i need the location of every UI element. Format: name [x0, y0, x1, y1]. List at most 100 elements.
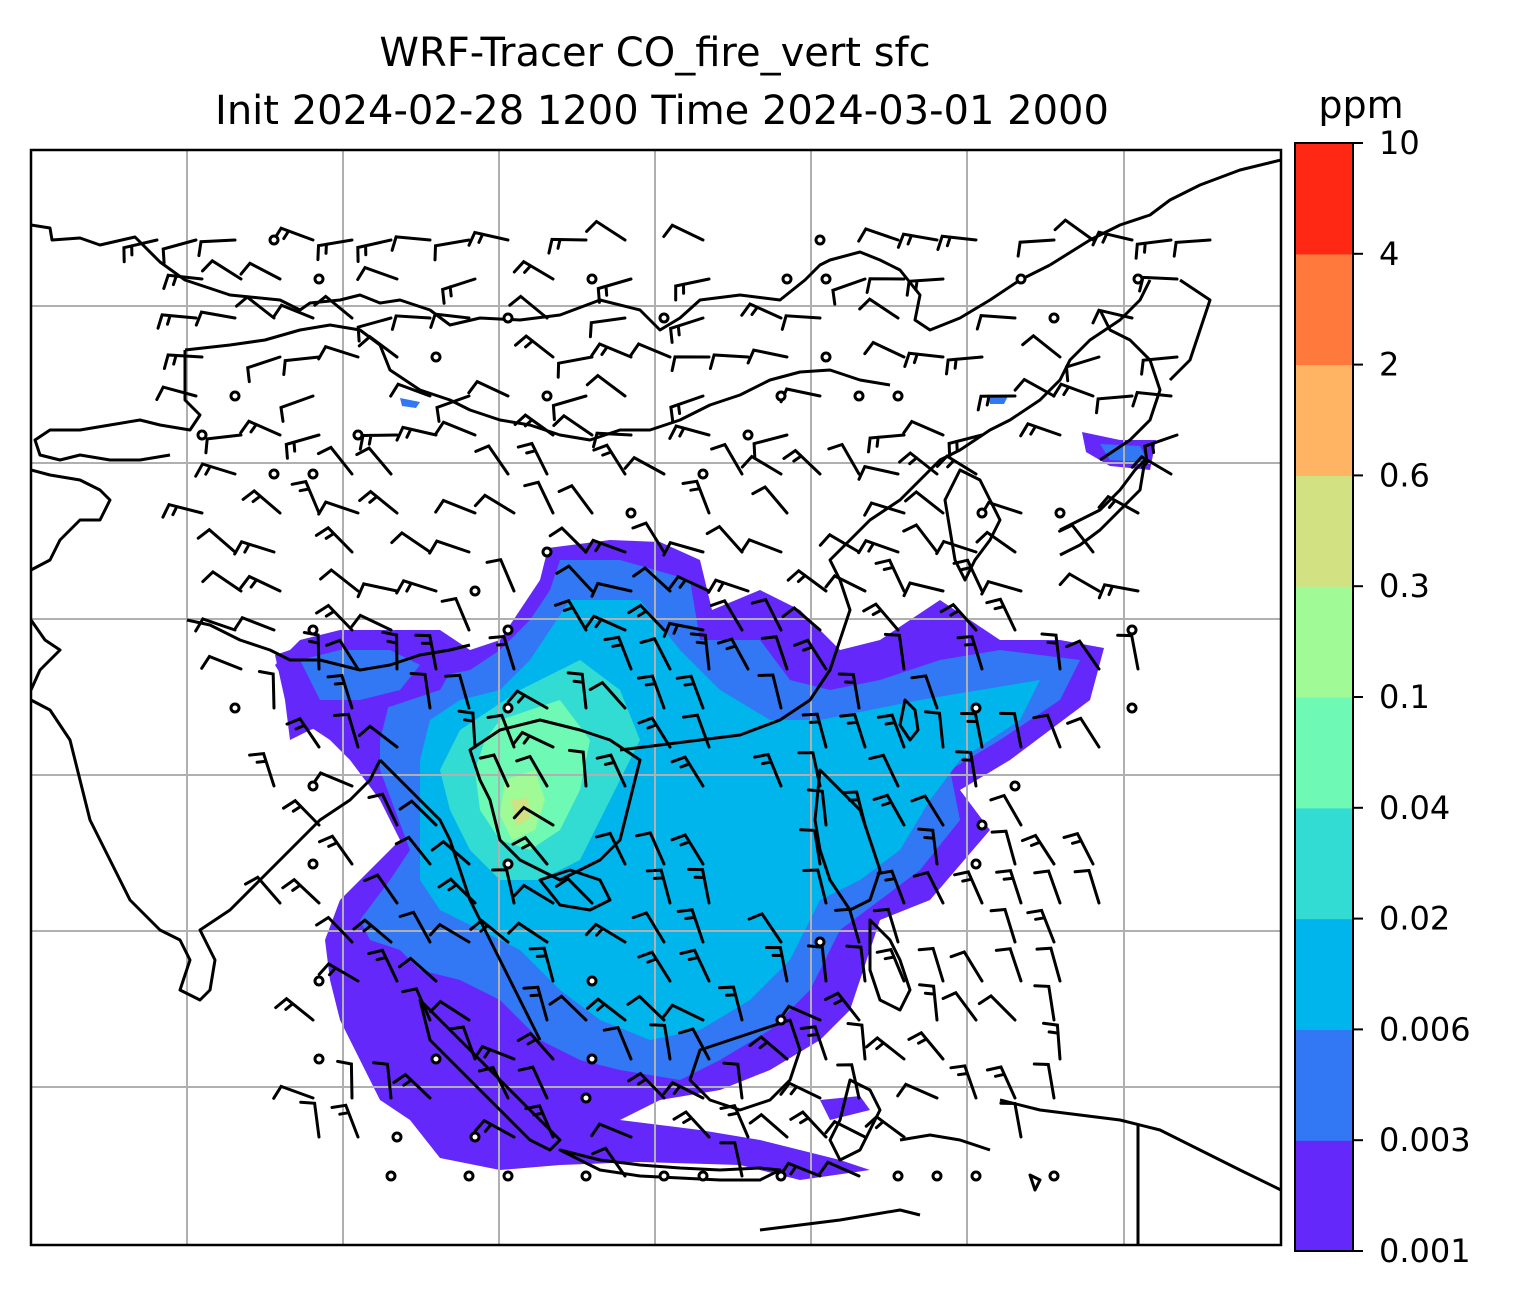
- wind-barb: [592, 443, 627, 476]
- wind-barb: [910, 674, 939, 710]
- wind-barb: [557, 483, 594, 515]
- wind-barb: [917, 827, 939, 866]
- wind-barb: [709, 598, 744, 632]
- calm-wind-marker: [781, 273, 793, 285]
- calm-wind-marker: [586, 273, 598, 285]
- wind-barb: [760, 635, 789, 671]
- wind-barb: [233, 540, 276, 556]
- wind-barb: [274, 996, 315, 1022]
- wind-barb: [824, 1119, 867, 1139]
- wind-barb: [917, 946, 945, 983]
- wind-barb: [989, 793, 1023, 827]
- wind-barb: [831, 277, 867, 306]
- wind-barb: [440, 277, 477, 305]
- wind-barb: [668, 574, 711, 593]
- wind-barb: [435, 394, 471, 423]
- wind-barb: [629, 342, 672, 359]
- calm-wind-marker: [307, 468, 319, 480]
- wind-barb: [802, 868, 828, 905]
- wind-barb: [272, 1084, 315, 1100]
- wind-barb: [395, 425, 438, 442]
- wind-barb: [1013, 377, 1056, 398]
- wind-barb: [401, 987, 432, 1022]
- wind-barb: [513, 413, 555, 437]
- calm-wind-marker: [697, 1170, 709, 1182]
- tracer-patch-small-2: [988, 396, 1008, 404]
- wind-barb: [1066, 716, 1101, 749]
- wind-barb: [1091, 230, 1134, 247]
- wind-barb: [912, 870, 945, 905]
- colorbar-segment: [1295, 807, 1353, 920]
- colorbar-tick-label: 0.006: [1379, 1010, 1471, 1048]
- wind-barb: [584, 538, 627, 554]
- wind-barb: [299, 1100, 321, 1139]
- colorbar-unit: ppm: [1318, 83, 1403, 127]
- wind-barb: [491, 868, 516, 905]
- wind-barb: [910, 794, 945, 827]
- wind-barb: [903, 351, 945, 368]
- wind-barb: [676, 908, 705, 944]
- wind-barb: [555, 564, 594, 593]
- wind-barb: [627, 603, 666, 632]
- wind-barb: [467, 379, 510, 398]
- wind-barb: [161, 238, 198, 265]
- wind-barb: [241, 488, 282, 515]
- wind-barb: [548, 994, 588, 1022]
- wind-barb: [679, 948, 711, 983]
- wind-barb: [975, 530, 1017, 554]
- wind-barb: [748, 1112, 789, 1139]
- wind-barb: [485, 557, 516, 593]
- wind-barb: [122, 238, 159, 264]
- wind-barb: [806, 944, 828, 983]
- wind-barb: [367, 792, 399, 827]
- wind-barb: [637, 950, 672, 983]
- wind-barb: [473, 1118, 516, 1139]
- wind-barb: [507, 921, 549, 944]
- wind-barb: [662, 540, 705, 557]
- wind-barb: [356, 238, 393, 263]
- calm-wind-marker: [775, 1014, 787, 1026]
- colorbar-segment: [1295, 475, 1353, 587]
- tracer-patch-small-3: [820, 1096, 870, 1120]
- calm-wind-marker: [313, 975, 325, 987]
- wind-barb: [584, 614, 627, 632]
- calm-wind-marker: [814, 234, 826, 246]
- wind-barb: [381, 630, 399, 671]
- wind-barb: [818, 532, 861, 554]
- wind-barb: [596, 277, 633, 304]
- wind-barb: [155, 385, 198, 402]
- wind-barb: [918, 983, 939, 1022]
- calm-wind-markers: [196, 234, 1144, 1182]
- wind-barb: [764, 946, 789, 983]
- colorbar: ppm 0.001 0.003 0.006 0.02 0.04 0.1 0.3 0.6 2 4 10: [1294, 83, 1471, 1270]
- wind-barb: [740, 302, 783, 320]
- wind-barb: [1097, 494, 1140, 515]
- wind-barb: [553, 598, 588, 632]
- wind-barb: [1116, 633, 1140, 671]
- wind-barb: [200, 654, 243, 671]
- wind-barb: [363, 873, 399, 905]
- wind-barb: [779, 1081, 822, 1100]
- calm-wind-marker: [580, 1170, 592, 1182]
- wind-barb: [883, 632, 906, 671]
- wind-barb: [317, 344, 360, 361]
- wind-barb: [392, 1072, 432, 1100]
- wind-barb: [1033, 984, 1056, 1022]
- wind-barb: [719, 1141, 744, 1178]
- colorbar-segment: [1295, 253, 1353, 366]
- wind-barb: [551, 394, 588, 421]
- wind-barb: [872, 907, 900, 944]
- wind-barb: [1065, 639, 1101, 671]
- wind-barb: [516, 1031, 555, 1061]
- wind-barb: [823, 991, 861, 1022]
- calm-wind-marker: [196, 429, 208, 441]
- wind-barb: [989, 907, 1017, 944]
- wind-barb: [1064, 355, 1101, 383]
- calm-wind-marker: [658, 1170, 670, 1182]
- wind-barb: [876, 869, 906, 905]
- wind-barb: [522, 985, 549, 1022]
- wind-barb: [675, 674, 705, 710]
- wind-barb: [719, 1103, 750, 1139]
- wind-barb: [863, 501, 906, 517]
- wind-barb: [649, 1023, 672, 1061]
